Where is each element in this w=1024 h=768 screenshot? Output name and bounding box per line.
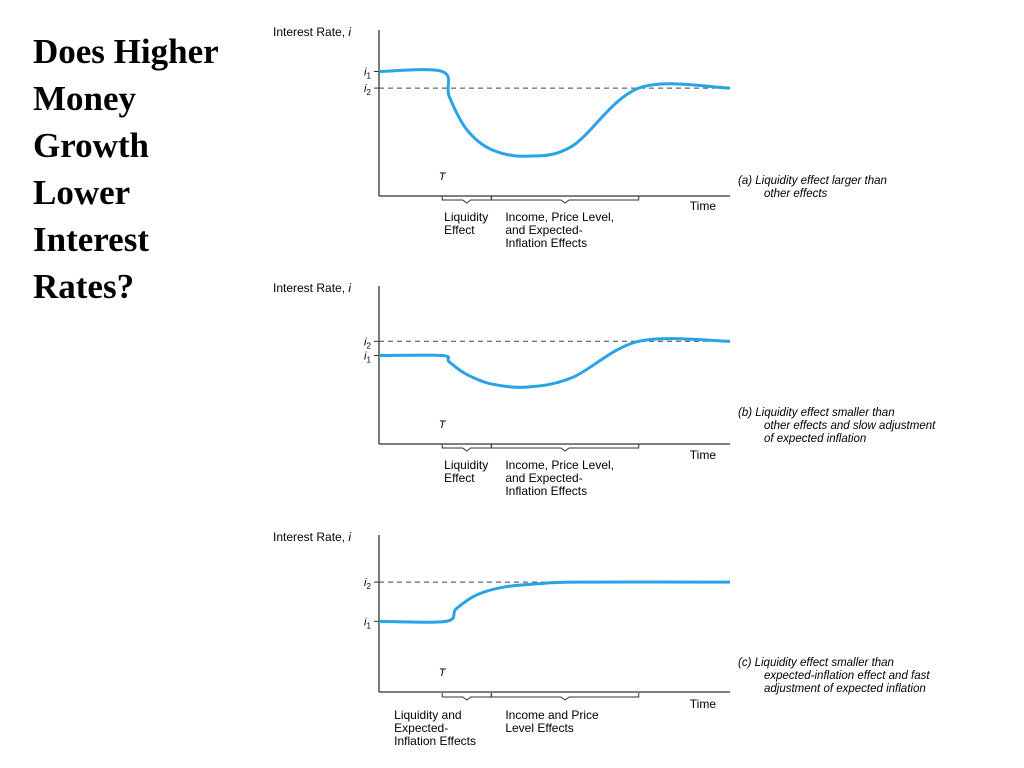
panel-caption: (a) Liquidity effect larger than [738,175,887,187]
bracket-label: Income, Price Level, [505,210,614,224]
interest-rate-series-line [378,337,731,389]
time-bracket [441,693,492,701]
y-tick-label-i2: i2 [364,577,371,591]
bracket-label: Level Effects [505,721,573,735]
bracket-label: Expected- [394,721,448,735]
bracket-label: and Expected- [505,471,582,485]
shock-time-label: T [439,171,447,183]
chart-panel-a: Interest Rate, i Time i1 i2 T LiquidityEffect… [273,25,887,250]
bracket-label: Effect [444,471,475,485]
bracket-label: and Expected- [505,223,582,237]
title-line: Rates? [33,267,135,306]
time-bracket [441,444,492,452]
bracket-label: Income, Price Level, [505,458,614,472]
bracket-label: Inflation Effects [505,484,587,498]
bracket-label: Inflation Effects [505,236,587,250]
time-bracket [490,196,640,204]
bracket-label: Effect [444,223,475,237]
bracket-label: Liquidity [444,210,488,224]
page-title: Does Higher Money Growth Lower Interest … [33,28,263,310]
y-tick-label-i1: i1 [364,616,371,630]
panel-caption: adjustment of expected inflation [764,683,926,695]
title-line: Lower [33,173,131,212]
panel-caption: (c) Liquidity effect smaller than [738,657,894,669]
shock-time-label: T [439,419,447,431]
y-tick-label-i1: i1 [364,351,371,365]
x-axis-label: Time [690,199,717,213]
interest-rate-series-line [378,580,731,624]
time-bracket [490,444,640,452]
panel-caption: other effects and slow adjustment [764,420,936,432]
y-tick-label-i2: i2 [364,336,371,350]
shock-time-label: T [439,667,447,679]
panel-caption: of expected inflation [764,433,866,445]
title-line: Does Higher [33,32,219,71]
panel-caption: other effects [764,188,828,200]
panel-caption: (b) Liquidity effect smaller than [738,407,895,419]
y-tick-label-i2: i2 [364,83,371,97]
x-axis-label: Time [690,448,717,462]
bracket-label: Liquidity [444,458,488,472]
y-tick-label-i1: i1 [364,67,371,81]
time-bracket [490,693,640,701]
interest-rate-series-line [378,68,731,158]
bracket-label: Liquidity and [394,708,461,722]
title-line: Growth [33,126,150,165]
y-axis-label: Interest Rate, i [273,530,351,544]
bracket-label: Income and Price [505,708,599,722]
y-axis-label: Interest Rate, i [273,281,351,295]
time-bracket [441,196,492,204]
x-axis-label: Time [690,697,717,711]
chart-panel-c: Interest Rate, i Time i2 i1 T Liquidity andEx… [273,530,930,748]
panel-caption: expected-inflation effect and fast [764,670,930,682]
y-axis-label: Interest Rate, i [273,25,351,39]
bracket-label: Inflation Effects [394,734,476,748]
title-line: Money [33,79,137,118]
title-line: Interest [33,220,149,259]
